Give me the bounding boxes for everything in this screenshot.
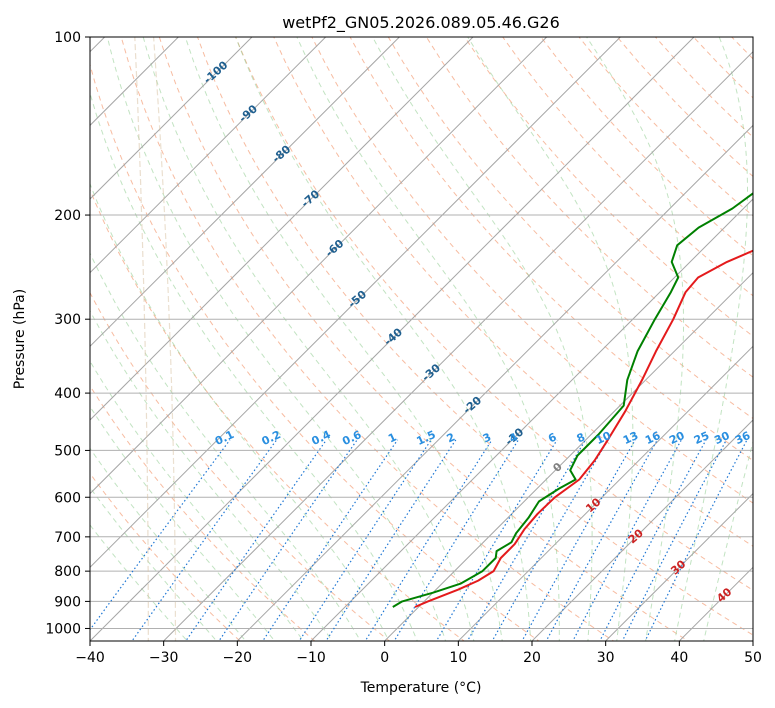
- profiles: [392, 192, 753, 608]
- guide-curve: [152, 37, 177, 641]
- x-tick-label: −10: [296, 650, 326, 666]
- isotherm-line: [90, 37, 180, 127]
- y-tick-label: 700: [54, 530, 81, 546]
- y-tick-label: 100: [54, 30, 81, 46]
- temperature-profile: [414, 249, 753, 608]
- dry-adiabat: [502, 37, 753, 297]
- mixing-ratio-line: [621, 439, 727, 641]
- mixing-ratio-line: [599, 439, 707, 641]
- y-tick-label: 400: [54, 386, 81, 402]
- moist-adiabat: [184, 37, 503, 641]
- x-axis-label: Temperature (°C): [360, 680, 482, 696]
- mixing-ratio-line: [218, 439, 358, 641]
- x-tick-label: 20: [523, 650, 541, 666]
- isotherm-line: [604, 492, 753, 641]
- y-tick-label: 900: [54, 594, 81, 610]
- isotherm-line: [90, 37, 401, 348]
- dry-adiabat: [90, 188, 465, 641]
- isotherm-line: [383, 271, 753, 641]
- mixing-ratio-line: [491, 439, 609, 641]
- x-tick-label: 50: [744, 650, 762, 666]
- x-tick-label: −30: [149, 650, 179, 666]
- dry-adiabat: [120, 37, 615, 641]
- mixing-ratio-line: [521, 439, 636, 641]
- mixing-ratio-line: [435, 439, 558, 641]
- chart-title: wetPf2_GN05.2026.089.05.46.G26: [282, 13, 560, 33]
- dry-adiabat: [196, 37, 753, 636]
- plot-area: [90, 37, 753, 641]
- isotherm-line: [531, 419, 753, 641]
- x-tick-label: 40: [670, 650, 688, 666]
- y-tick-label: 200: [54, 208, 81, 224]
- isotherm-line: [457, 345, 753, 641]
- x-tick-label: 10: [449, 650, 467, 666]
- mixing-ratio-label: 20: [667, 429, 687, 447]
- mixing-ratio-label: 36: [733, 429, 753, 447]
- plot-frame: [89, 36, 754, 642]
- mixing-ratio-label: 25: [692, 429, 711, 447]
- isotherm-line: [162, 50, 753, 641]
- mixing-ratio-line: [364, 439, 493, 641]
- mixing-ratio-line: [90, 439, 231, 631]
- x-tick-label: 0: [380, 650, 389, 666]
- mixing-ratio-line: [298, 439, 432, 641]
- isotherm-line: [310, 198, 753, 641]
- dry-adiabat: [90, 62, 540, 641]
- mixing-ratio-label: 13: [621, 429, 640, 447]
- x-tick-label: −20: [223, 650, 253, 666]
- isotherm-line: [236, 124, 753, 641]
- moist-adiabat: [90, 524, 188, 641]
- mixing-ratio-line: [644, 439, 748, 641]
- isotherm-line: [90, 37, 327, 274]
- y-tick-label: 500: [54, 443, 81, 459]
- x-tick-label: −40: [75, 650, 105, 666]
- isotherm-line: [90, 37, 474, 421]
- mixing-ratio-line: [131, 439, 278, 641]
- mixing-ratio-label: 30: [712, 429, 732, 447]
- isotherm-line: [90, 37, 622, 569]
- mixing-ratio-label: 10: [594, 429, 614, 447]
- dry-adiabat: [90, 472, 241, 641]
- guide-curve: [134, 37, 149, 641]
- y-tick-label: 300: [54, 312, 81, 328]
- isotherm-line: [90, 37, 253, 200]
- moist-adiabat: [90, 182, 390, 641]
- dry-adiabat: [311, 37, 753, 504]
- mixing-ratio-label: 16: [643, 429, 663, 447]
- y-tick-label: 1000: [45, 621, 81, 637]
- x-tick-label: 30: [597, 650, 615, 666]
- moist-adiabat: [142, 37, 475, 641]
- dewpoint-profile: [392, 192, 753, 608]
- mixing-ratio-line: [545, 439, 658, 641]
- dry-adiabat: [90, 291, 391, 641]
- y-tick-label: 800: [54, 564, 81, 580]
- isotherm-line: [90, 37, 695, 641]
- dry-adiabat: [425, 37, 753, 378]
- moist-adiabat: [674, 37, 748, 641]
- isotherm-line: [90, 37, 548, 495]
- y-axis-label: Pressure (hPa): [12, 289, 28, 389]
- mixing-ratio-line: [572, 439, 682, 641]
- mixing-ratio-line: [325, 439, 457, 641]
- dry-adiabat: [158, 37, 690, 641]
- dry-adiabat: [90, 384, 316, 641]
- y-tick-label: 600: [54, 490, 81, 506]
- axes: −40 −30 −20 −10 0 10 20 30 40 50 100 200 300 400 500 60…: [45, 30, 762, 666]
